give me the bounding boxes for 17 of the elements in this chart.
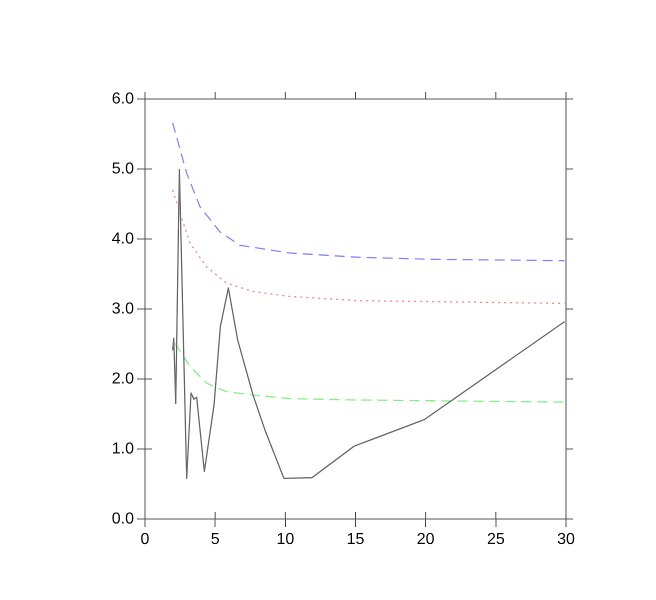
x-tick-label: 25: [486, 531, 505, 548]
line-series: [174, 342, 566, 403]
line-series: [172, 189, 566, 304]
y-tick-label: 0.0: [112, 510, 134, 528]
x-tick-label: 5: [210, 531, 220, 548]
y-tick-label: 4.0: [112, 230, 134, 248]
y-tick-label: 2.0: [112, 370, 134, 388]
x-tick-label: 15: [346, 531, 364, 548]
y-tick-label: 3.0: [112, 300, 134, 318]
x-tick-label: 0: [140, 531, 150, 548]
x-tick-label: 10: [276, 531, 294, 548]
x-tick-label: 20: [416, 531, 435, 548]
line-series: [172, 122, 566, 262]
y-tick-label: 6.0: [112, 90, 134, 108]
y-tick-label: 5.0: [112, 160, 134, 178]
x-tick-label: 30: [557, 531, 575, 548]
y-tick-label: 1.0: [112, 440, 134, 458]
